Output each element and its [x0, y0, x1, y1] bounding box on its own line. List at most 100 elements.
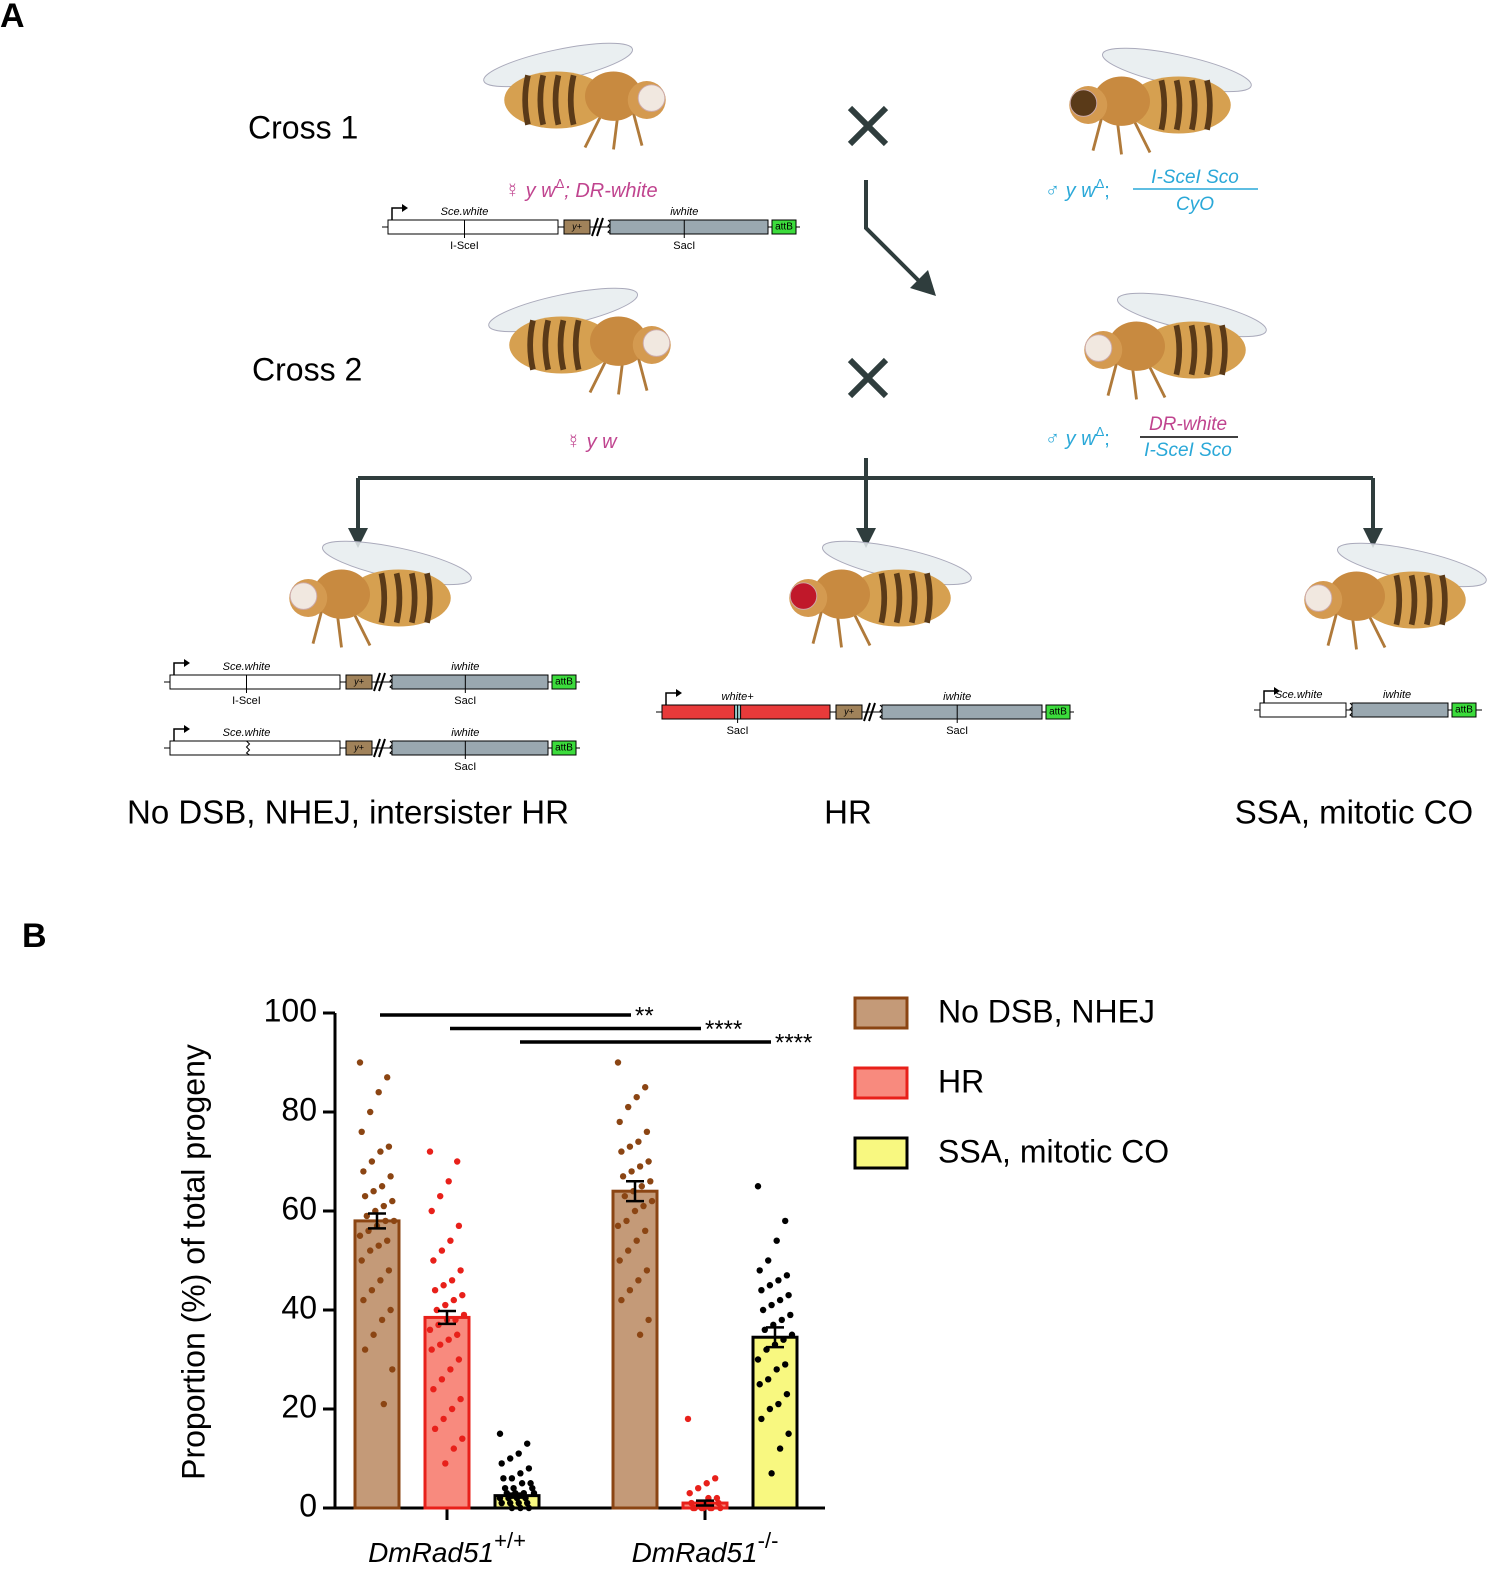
attb-label: attB [555, 677, 573, 688]
error-bar [438, 1309, 456, 1326]
data-point [773, 1237, 780, 1244]
data-point [426, 1148, 434, 1155]
fly-illustration [1084, 292, 1267, 400]
arrowhead [856, 528, 876, 548]
data-point [387, 1306, 394, 1314]
genotype-sup: Δ [1096, 424, 1105, 439]
construct: Sce.white I-SceI y+ iwhite SacI attB [164, 659, 580, 707]
data-point [448, 1277, 456, 1284]
data-point [380, 1400, 387, 1408]
data-point [643, 1267, 651, 1274]
promoter-arrow [173, 728, 186, 741]
data-point [638, 1183, 645, 1190]
legend-label: HR [938, 1063, 984, 1099]
data-point [380, 1202, 387, 1210]
genotype: ☿ y w [566, 431, 618, 453]
data-point [455, 1356, 463, 1363]
fly-illustration [488, 287, 671, 395]
attb-label: attB [1455, 705, 1473, 716]
fly-eye [789, 582, 818, 610]
data-point [527, 1480, 534, 1487]
fly-stripe [557, 319, 567, 371]
category-name: DmRad51 [632, 1537, 758, 1568]
fly-eye [1084, 334, 1113, 362]
marker-label: y+ [843, 706, 854, 716]
data-point [688, 1499, 695, 1507]
fly-illustration [1069, 47, 1252, 155]
attb-site [1045, 704, 1071, 720]
data-point [712, 1475, 719, 1482]
data-point [431, 1425, 439, 1433]
fly-stripe [393, 572, 403, 624]
promoter-arrowhead [676, 689, 682, 697]
attb-label: attB [555, 743, 573, 754]
data-point [361, 1346, 369, 1353]
data-point [515, 1450, 522, 1457]
genotype-text: y w [524, 180, 558, 202]
bar [353, 1219, 401, 1510]
fly-stripe [409, 572, 418, 624]
arrow [864, 180, 922, 284]
fly-eye [289, 582, 318, 610]
genotype-text: y w [585, 431, 619, 453]
promoter-arrowhead [184, 725, 190, 733]
significance-label: **** [705, 1016, 742, 1043]
data-point [640, 1202, 647, 1210]
data-point [636, 1331, 644, 1338]
data-point [717, 1504, 724, 1512]
gene-label: iwhite [670, 206, 698, 218]
site-label: SacI [727, 725, 749, 737]
fly-stripe [1204, 324, 1213, 376]
x-tick-label: DmRad51-/- [632, 1528, 779, 1568]
fly-stripe [1219, 324, 1228, 376]
fly-illustration [789, 540, 972, 648]
data-point [389, 1197, 396, 1205]
data-point [635, 1138, 642, 1145]
fly-eye [637, 84, 666, 112]
break-mark [373, 672, 386, 692]
fly-thorax [585, 71, 642, 121]
data-point [758, 1287, 765, 1294]
sex-symbol: ☿ [505, 180, 520, 202]
data-point [614, 1222, 622, 1230]
first-gene [1259, 702, 1347, 718]
legend-label: SSA, mitotic CO [938, 1133, 1169, 1169]
promoter-arrow [391, 207, 404, 220]
sex-symbol: ☿ [566, 431, 581, 453]
data-point [430, 1257, 437, 1264]
data-point [754, 1183, 762, 1190]
data-point [715, 1499, 722, 1507]
data-point [507, 1455, 514, 1462]
fly-thorax [1328, 571, 1385, 621]
genotype-rest: ; [1104, 180, 1110, 202]
site-label: I-SceI [232, 695, 261, 707]
attb-site [551, 740, 577, 756]
marker-gene [835, 704, 863, 720]
break-mark [373, 738, 386, 758]
data-point [695, 1485, 702, 1492]
gene-label: white+ [722, 691, 755, 703]
outcome-label: SSA, mitotic CO [1235, 794, 1473, 831]
fly-stripe [1158, 79, 1168, 131]
category-name: DmRad51 [368, 1537, 494, 1568]
marker-gene [345, 674, 373, 690]
fly-thorax [1093, 76, 1150, 126]
fly-stripe [1204, 79, 1213, 131]
data-point [361, 1192, 369, 1200]
marker-label: y+ [353, 676, 364, 686]
second-gene [1351, 702, 1449, 718]
category-superscript: -/- [758, 1528, 779, 1553]
site-label: SacI [454, 695, 476, 707]
construct: Sce.white I-SceI y+ iwhite SacI attB [382, 204, 800, 252]
fly-stripe [1189, 79, 1198, 131]
data-point [768, 1470, 775, 1477]
first-gene [169, 674, 341, 690]
fly-illustration [289, 540, 472, 648]
genotype: ♂ y wΔ; [1045, 424, 1110, 450]
second-gene [391, 740, 549, 756]
data-point [385, 1267, 393, 1274]
site-label: SacI [946, 725, 968, 737]
data-point [626, 1287, 634, 1294]
data-point [648, 1197, 656, 1205]
gene-label: Sce.white [223, 661, 271, 673]
